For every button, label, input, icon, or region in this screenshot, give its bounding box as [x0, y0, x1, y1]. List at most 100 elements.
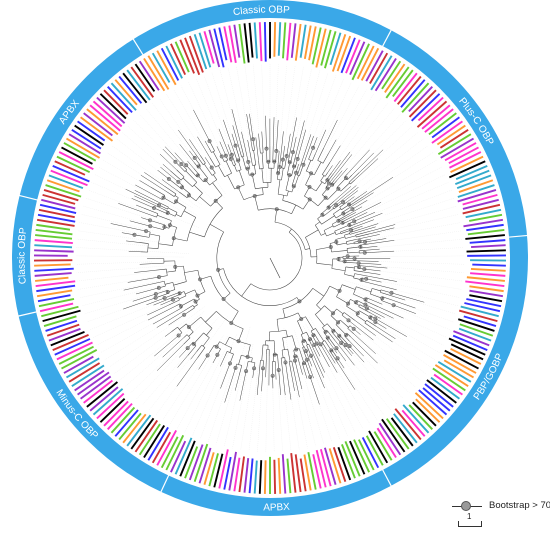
tree-branch — [139, 242, 149, 244]
leader-line — [192, 334, 237, 436]
tip-label-mark — [457, 318, 495, 332]
leader-line — [341, 238, 464, 252]
tree-branch — [235, 145, 241, 160]
tree-branch — [227, 144, 233, 155]
tree-branch — [305, 350, 313, 367]
tip-label-mark — [294, 23, 302, 61]
leader-line — [228, 68, 254, 181]
tree-branch — [200, 155, 206, 164]
tree-branch — [370, 224, 396, 232]
leader-line — [339, 325, 410, 394]
tree-branch — [171, 326, 178, 332]
tip-label-mark — [38, 208, 75, 219]
tree-branch — [183, 337, 191, 345]
tree-branch — [358, 304, 361, 307]
tip-label-mark — [408, 89, 437, 118]
tree-branch — [308, 339, 312, 345]
tree-branch — [218, 165, 225, 177]
leader-line — [166, 93, 203, 151]
tree-branch — [157, 169, 170, 180]
tree-branch — [134, 234, 150, 238]
tree-branch — [337, 213, 350, 221]
tree-branch — [315, 314, 325, 327]
tree-branch — [261, 344, 264, 361]
tree-branch — [269, 329, 287, 333]
leader-line — [104, 317, 174, 360]
tip-label-mark — [208, 29, 221, 68]
tree-branch — [335, 236, 346, 240]
tree-branch — [276, 319, 279, 332]
tree-branch — [237, 144, 242, 158]
leader-line — [78, 275, 163, 290]
tip-label-mark — [443, 359, 475, 379]
tree-branch — [354, 212, 376, 222]
tree-branch — [370, 288, 373, 295]
leader-line — [389, 277, 462, 290]
tree-branch — [290, 117, 297, 149]
tree-branch — [168, 314, 185, 326]
tree-branch — [174, 195, 179, 198]
tree-branch — [333, 186, 352, 202]
tip-label-mark — [286, 458, 292, 494]
tree-branch — [335, 232, 341, 235]
tree-branch — [259, 147, 261, 154]
tree-branch — [344, 274, 355, 277]
leader-line — [343, 263, 464, 273]
tree-branch — [285, 330, 288, 337]
tip-label-mark — [52, 334, 89, 351]
clade-separator — [508, 234, 529, 238]
tip-label-mark — [143, 57, 166, 92]
tip-label-mark — [467, 229, 505, 236]
leader-line — [340, 305, 431, 367]
tree-branch — [349, 206, 363, 215]
tree-branch — [220, 363, 231, 389]
leader-line — [76, 261, 152, 265]
tip-label-mark — [228, 451, 237, 491]
leader-line — [295, 72, 329, 178]
leader-line — [180, 85, 232, 184]
leader-line — [365, 328, 426, 374]
tip-label-mark — [61, 146, 93, 165]
tip-label-mark — [99, 93, 127, 120]
leader-line — [309, 75, 337, 150]
tip-label-mark — [401, 409, 426, 437]
tree-branch — [183, 305, 194, 312]
tree-root — [269, 257, 281, 279]
tree-branch — [372, 288, 381, 292]
tip-label-mark — [345, 39, 361, 74]
tip-label-mark — [437, 360, 472, 383]
tree-branch — [187, 345, 197, 356]
tip-label-mark — [52, 165, 90, 183]
tip-label-mark — [320, 29, 332, 66]
tree-branch — [180, 298, 195, 307]
tip-label-mark — [440, 137, 475, 159]
tree-branch — [344, 266, 347, 275]
tip-label-mark — [103, 89, 129, 115]
tree-branch — [365, 304, 394, 319]
tree-branch — [354, 320, 376, 336]
leader-line — [352, 294, 448, 338]
tree-branch — [273, 340, 276, 355]
tree-branch — [203, 163, 213, 176]
tree-branch — [249, 113, 254, 140]
tree-branch — [355, 300, 358, 304]
tip-label-mark — [422, 387, 451, 412]
tree-branch — [382, 296, 393, 301]
tip-label-mark — [110, 406, 136, 434]
tip-label-mark — [34, 263, 71, 267]
tip-label-mark — [340, 37, 356, 74]
tree-branch — [351, 225, 363, 231]
tip-label-mark — [452, 334, 488, 351]
tree-branch — [344, 173, 348, 178]
tip-label-mark — [453, 330, 490, 347]
tip-label-mark — [54, 338, 91, 356]
tip-label-mark — [463, 315, 497, 327]
tip-label-mark — [356, 45, 375, 80]
leader-line — [381, 281, 460, 298]
tree-branch — [340, 182, 350, 192]
tip-label-mark — [253, 22, 258, 59]
tree-branch — [351, 219, 375, 229]
tip-label-mark — [151, 52, 171, 83]
tree-branch — [215, 164, 221, 168]
tip-label-mark — [319, 449, 332, 487]
